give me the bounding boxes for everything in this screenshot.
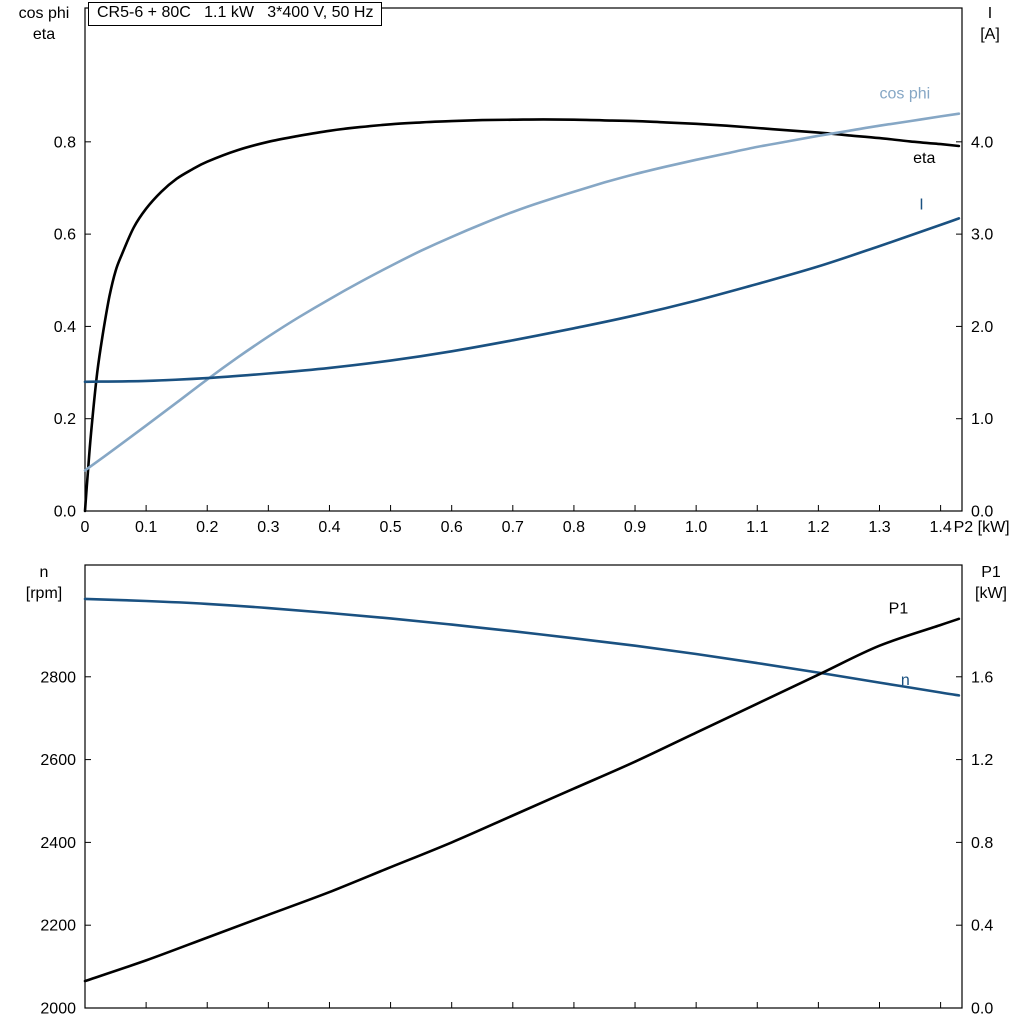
top-right-axis-title: I [A] (960, 3, 1020, 45)
axis-title-n-unit: [rpm] (25, 585, 63, 602)
x-tick-label: 0.6 (441, 519, 463, 536)
right-tick-label: 0.0 (971, 504, 993, 521)
x-tick-label: 1.3 (868, 519, 890, 536)
left-tick-label: 0.2 (54, 411, 76, 428)
axis-title-p1: P1 (981, 564, 1001, 581)
x-tick-label: 0.7 (502, 519, 524, 536)
x-tick-label: 0 (81, 519, 90, 536)
axis-title-current-unit: [A] (980, 26, 1000, 43)
x-tick-label: 1.4 (929, 519, 951, 536)
x-tick-label: 1.1 (746, 519, 768, 536)
x-axis-end-label: P2 [kW] (954, 519, 1010, 536)
left-tick-label: 2400 (40, 835, 76, 852)
left-tick-label: 0.6 (54, 227, 76, 244)
x-tick-label: 0.1 (135, 519, 157, 536)
series-label-cos-phi: cos phi (879, 85, 930, 102)
left-tick-label: 0.0 (54, 504, 76, 521)
left-tick-label: 2000 (40, 1001, 76, 1018)
series-path-eta (83, 118, 961, 513)
x-tick-label: 0.3 (257, 519, 279, 536)
top-left-axis-title: cos phi eta (2, 3, 86, 45)
x-tick-label: 1.2 (807, 519, 829, 536)
axis-title-current: I (987, 5, 993, 22)
right-tick-label: 2.0 (971, 319, 993, 336)
chart-motor-bottom: 2000 2200 2400 2600 2800 0.0 0.4 0.8 1.2 1.6 n P1 (40, 564, 993, 1018)
right-tick-label: 1.6 (971, 669, 993, 686)
bottom-right-axis-title: P1 [kW] (960, 562, 1022, 604)
right-tick-label: 1.2 (971, 752, 993, 769)
left-tick-label: 2200 (40, 918, 76, 935)
series-label-eta: eta (913, 150, 935, 167)
right-tick-label: 0.0 (971, 1001, 993, 1018)
right-tick-label: 1.0 (971, 411, 993, 428)
left-tick-label: 0.8 (54, 134, 76, 151)
x-tick-label: 0.8 (563, 519, 585, 536)
axis-title-cos-phi: cos phi (18, 5, 70, 22)
series-path-n (83, 597, 961, 697)
series-path-p1 (83, 617, 961, 983)
axis-title-eta: eta (32, 26, 56, 43)
right-tick-label: 4.0 (971, 134, 993, 151)
x-tick-label: 0.4 (318, 519, 340, 536)
right-tick-label: 0.8 (971, 835, 993, 852)
plot-frame (84, 7, 963, 512)
x-tick-label: 0.9 (624, 519, 646, 536)
left-tick-label: 2800 (40, 669, 76, 686)
right-tick-label: 0.4 (971, 918, 993, 935)
plot-frame (84, 564, 963, 1009)
series-label-i: I (919, 197, 923, 214)
left-tick-label: 0.4 (54, 319, 76, 336)
axis-title-n: n (39, 564, 49, 581)
series-path-i (83, 217, 961, 384)
x-tick-label: 0.2 (196, 519, 218, 536)
axis-title-p1-unit: [kW] (975, 585, 1007, 602)
chart-motor-top: 0 0.1 0.2 0.3 0.4 0.5 0.6 0.7 0.8 0.9 1.0 1.1 1.2 1.3… (54, 7, 1010, 536)
right-tick-label: 3.0 (971, 227, 993, 244)
left-tick-label: 2600 (40, 752, 76, 769)
bottom-left-axis-title: n [rpm] (2, 562, 86, 604)
x-tick-label: 1.0 (685, 519, 707, 536)
series-label-n: n (901, 672, 910, 689)
chart-title-box: CR5-6 + 80C 1.1 kW 3*400 V, 50 Hz (88, 2, 383, 26)
series-label-p1: P1 (889, 600, 909, 617)
x-tick-label: 0.5 (379, 519, 401, 536)
series-path-cos-phi (83, 112, 961, 472)
